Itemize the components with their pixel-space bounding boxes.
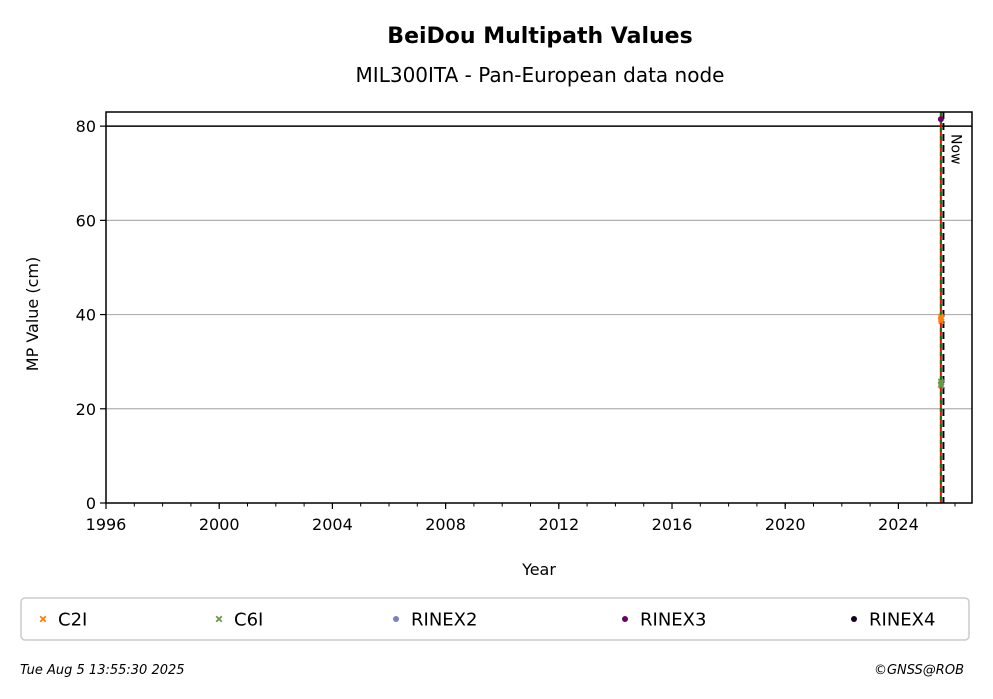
legend-box [20,597,970,641]
x-tick-label: 2024 [878,515,919,534]
y-tick-label: 60 [76,211,96,230]
legend-marker [622,616,628,622]
reference-lines: Now [106,112,972,503]
data-points [937,116,945,389]
x-tick-label: 1996 [86,515,127,534]
x-axis: 1996 2000 2004 2008 2012 2016 2020 2024 [86,503,956,534]
marker-stroke [39,615,47,623]
x-tick-label: 2004 [312,515,353,534]
y-tick-label: 20 [76,400,96,419]
now-label: Now [947,134,963,165]
data-point [937,116,944,123]
footer-copyright: ©GNSS@ROB [874,663,964,678]
y-axis-label: MP Value (cm) [23,257,42,371]
gridlines [106,219,972,410]
footer-timestamp: Tue Aug 5 13:55:30 2025 [20,663,185,678]
marker-stroke [938,379,945,387]
legend: C2I C6I RINEX2 RINEX3 RINEX4 [20,597,970,641]
y-tick-label: 0 [86,494,96,513]
chart-subtitle: MIL300ITA - Pan-European data node [356,63,725,87]
chart-title: BeiDou Multipath Values [387,24,692,49]
data-point [938,314,945,322]
plot-frame [105,111,973,504]
y-axis: 0 20 40 60 80 [76,117,106,513]
marker-stroke [938,314,945,322]
x-tick-label: 2012 [538,515,579,534]
legend-marker [851,616,857,622]
x-axis-label: Year [521,560,556,579]
x-tick-label: 2008 [425,515,466,534]
x-tick-label: 2000 [199,515,240,534]
x-tick-label: 2016 [652,515,693,534]
legend-label: RINEX2 [411,610,477,631]
legend-marker [215,615,223,623]
y-tick-label: 40 [76,306,96,325]
x-tick-label: 2020 [765,515,806,534]
data-point [938,379,945,387]
marker-stroke [215,615,223,623]
legend-label: RINEX3 [640,610,706,631]
legend-label: RINEX4 [869,610,935,631]
legend-marker [393,616,399,622]
legend-label: C2I [58,610,87,631]
legend-label: C6I [234,610,263,631]
y-tick-label: 80 [76,117,96,136]
legend-marker [39,615,47,623]
